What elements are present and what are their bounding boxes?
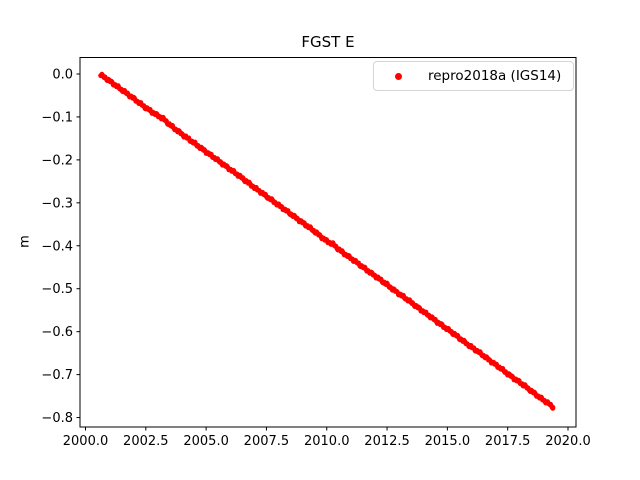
x-tick-label: 2002.5 (123, 434, 169, 449)
y-tick-label: −0.8 (41, 411, 73, 426)
x-tick-label: 2015.0 (425, 434, 471, 449)
y-tick-label: −0.4 (41, 239, 73, 254)
axes-frame (79, 57, 577, 428)
legend-entry-label: repro2018a (IGS14) (428, 68, 562, 84)
x-tick-label: 2007.5 (244, 434, 290, 449)
x-tick-label: 2010.0 (304, 434, 350, 449)
x-tick-label: 2017.5 (485, 434, 531, 449)
y-tick-label: −0.3 (41, 196, 73, 211)
y-tick-label: −0.6 (41, 325, 73, 340)
y-tick-label: −0.5 (41, 282, 73, 297)
legend-marker-dot-icon (395, 72, 402, 80)
chart-title: FGST E (301, 33, 355, 51)
x-tick-label: 2005.0 (183, 434, 229, 449)
x-tick-label: 2000.0 (63, 434, 109, 449)
y-tick-label: −0.7 (41, 368, 73, 383)
scatter-series (98, 71, 556, 411)
legend: repro2018a (IGS14) (373, 61, 575, 91)
y-tick-label: −0.2 (41, 153, 73, 168)
y-tick-label: 0.0 (52, 67, 73, 82)
x-tick-label: 2020.0 (545, 434, 591, 449)
x-tick-label: 2012.5 (364, 434, 410, 449)
y-tick-label: −0.1 (41, 110, 73, 125)
